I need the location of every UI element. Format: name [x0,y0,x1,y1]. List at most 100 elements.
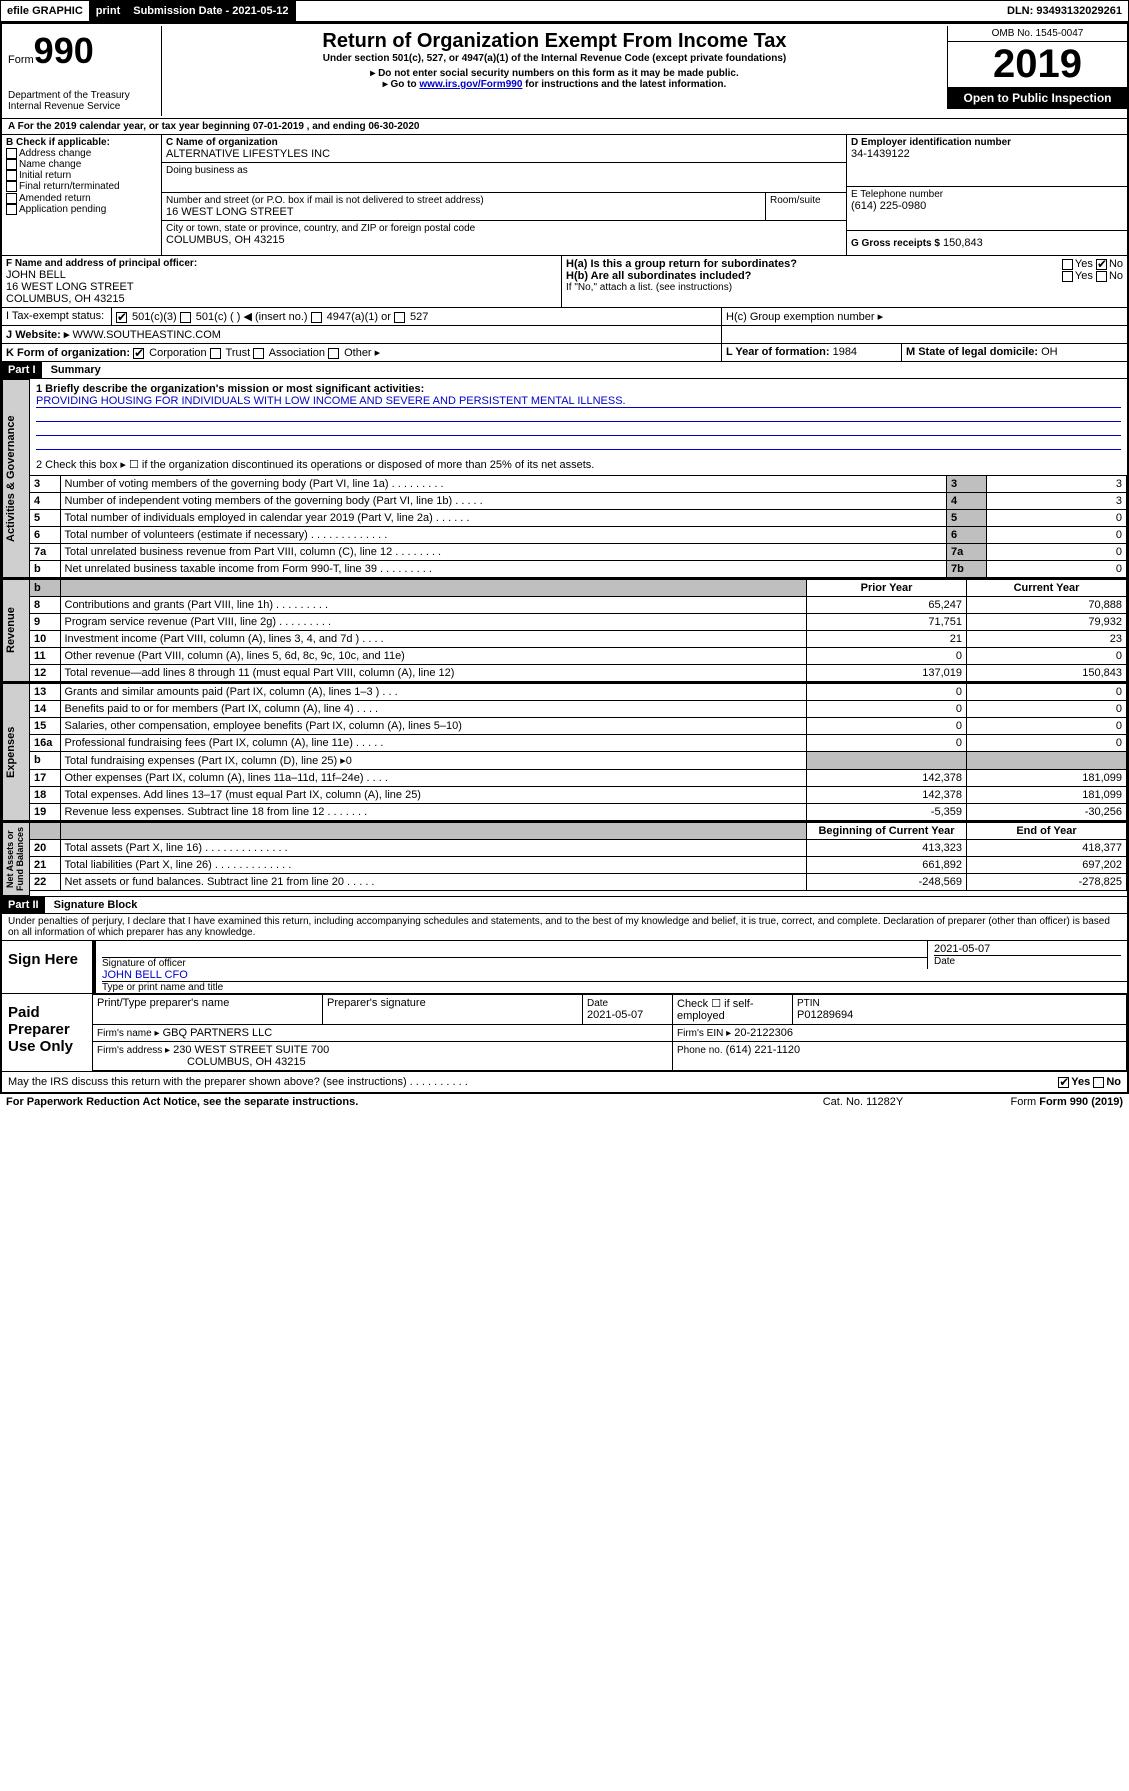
form-subtitle: Under section 501(c), 527, or 4947(a)(1)… [166,53,943,64]
form-org-check[interactable] [210,348,221,359]
i-label: I Tax-exempt status: [2,308,112,325]
mission-text: PROVIDING HOUSING FOR INDIVIDUALS WITH L… [36,395,1121,408]
self-employed-check[interactable]: Check ☐ if self-employed [673,995,793,1025]
tax-year: 2019 [948,42,1127,87]
irs-link[interactable]: www.irs.gov/Form990 [419,79,522,90]
m-label: M State of legal domicile: [906,346,1038,358]
pra-notice: For Paperwork Reduction Act Notice, see … [6,1096,763,1108]
prep-date: 2021-05-07 [587,1009,643,1021]
form-org-check[interactable] [253,348,264,359]
dln: DLN: 93493132029261 [1001,1,1128,21]
boxb-check[interactable] [6,170,17,181]
boxb-check[interactable] [6,193,17,204]
tax-status-check[interactable] [116,312,127,323]
sig-officer-label: Signature of officer [102,957,927,969]
hb-yes[interactable] [1062,271,1073,282]
e-label: E Telephone number [851,189,1123,200]
hb-line: H(b) Are all subordinates included? Yes … [566,270,1123,282]
part1-header: Part I [2,362,42,378]
c-label: C Name of organization [166,137,842,148]
discuss-yes[interactable] [1058,1077,1069,1088]
ha-no[interactable] [1096,259,1107,270]
city-state-zip: COLUMBUS, OH 43215 [166,234,842,246]
addr-label: Number and street (or P.O. box if mail i… [166,195,761,206]
cat-no: Cat. No. 11282Y [763,1096,963,1108]
gross-receipts: 150,843 [943,237,983,249]
box-b-label: B Check if applicable: [6,137,157,148]
website: WWW.SOUTHEASTINC.COM [72,329,221,341]
type-name-label: Type or print name and title [102,981,1127,993]
officer-addr2: COLUMBUS, OH 43215 [6,293,557,305]
form-org-check[interactable] [328,348,339,359]
q2-text: 2 Check this box ▸ ☐ if the organization… [30,454,1127,475]
form-number: 990 [34,30,94,71]
open-public: Open to Public Inspection [948,87,1127,109]
form-footer: Form Form 990 (2019) [963,1096,1123,1108]
line-a-period: A For the 2019 calendar year, or tax yea… [2,119,1127,135]
discuss-no[interactable] [1093,1077,1104,1088]
boxb-check[interactable] [6,148,17,159]
ptin: P01289694 [797,1009,853,1021]
boxb-check[interactable] [6,181,17,192]
perjury-declaration: Under penalties of perjury, I declare th… [2,914,1127,940]
q1-label: 1 Briefly describe the organization's mi… [36,383,1121,395]
room-label: Room/suite [766,193,846,220]
officer-addr1: 16 WEST LONG STREET [6,281,557,293]
form-org-check[interactable] [133,348,144,359]
note-ssn: ▸ Do not enter social security numbers o… [166,68,943,79]
firm-addr2: COLUMBUS, OH 43215 [97,1056,306,1068]
city-label: City or town, state or province, country… [166,223,842,234]
vtab-revenue: Revenue [2,579,30,682]
discuss-question: May the IRS discuss this return with the… [8,1076,1058,1088]
tax-status-options: 501(c)(3) 501(c) ( ) ◀ (insert no.) 4947… [112,308,722,325]
boxb-check[interactable] [6,204,17,215]
topbar: efile GRAPHIC print Submission Date - 20… [0,0,1129,22]
sig-date-label: Date [934,955,1121,967]
part2-header: Part II [2,897,45,913]
boxb-check[interactable] [6,159,17,170]
firm-name: GBQ PARTNERS LLC [163,1027,273,1039]
vtab-netassets: Net Assets or Fund Balances [2,822,30,896]
officer-typed-name: JOHN BELL CFO [102,969,1127,981]
dept-treasury: Department of the Treasury Internal Reve… [8,90,155,112]
hb-no[interactable] [1096,271,1107,282]
org-name: ALTERNATIVE LIFESTYLES INC [166,148,842,160]
note-link: ▸ Go to www.irs.gov/Form990 for instruct… [166,79,943,90]
part2-title: Signature Block [48,897,144,913]
g-label: G Gross receipts $ [851,238,940,249]
sig-date: 2021-05-07 [934,943,1121,955]
prep-name-label: Print/Type preparer's name [93,995,323,1025]
efile-label: efile GRAPHIC [1,1,90,21]
dba-label: Doing business as [166,165,842,176]
form-title: Return of Organization Exempt From Incom… [166,30,943,53]
form-word: Form [8,54,34,66]
j-label: J Website: ▸ [6,329,69,341]
officer-name: JOHN BELL [6,269,557,281]
part1-title: Summary [45,362,107,378]
firm-phone: (614) 221-1120 [726,1044,800,1056]
firm-addr1: 230 WEST STREET SUITE 700 [173,1044,329,1056]
tax-status-check[interactable] [311,312,322,323]
ein: 34-1439122 [851,148,1123,160]
street-address: 16 WEST LONG STREET [166,206,761,218]
hc-line: H(c) Group exemption number ▸ [722,308,1127,325]
k-line: K Form of organization: Corporation Trus… [2,344,722,361]
l-label: L Year of formation: [726,346,830,358]
telephone: (614) 225-0980 [851,200,1123,212]
ha-yes[interactable] [1062,259,1073,270]
paid-preparer-label: Paid Preparer Use Only [2,994,92,1071]
tax-status-check[interactable] [394,312,405,323]
state-domicile: OH [1041,346,1058,358]
prep-sig-label: Preparer's signature [323,995,583,1025]
ha-line: H(a) Is this a group return for subordin… [566,258,1123,270]
vtab-governance: Activities & Governance [2,379,30,578]
d-label: D Employer identification number [851,137,1123,148]
f-label: F Name and address of principal officer: [6,258,557,269]
tax-status-check[interactable] [180,312,191,323]
print-button[interactable]: print [90,1,127,21]
omb: OMB No. 1545-0047 [948,26,1127,42]
hb-note: If "No," attach a list. (see instruction… [566,282,1123,293]
sign-here-label: Sign Here [2,941,92,993]
vtab-expenses: Expenses [2,683,30,821]
submission-date: Submission Date - 2021-05-12 [127,1,295,21]
